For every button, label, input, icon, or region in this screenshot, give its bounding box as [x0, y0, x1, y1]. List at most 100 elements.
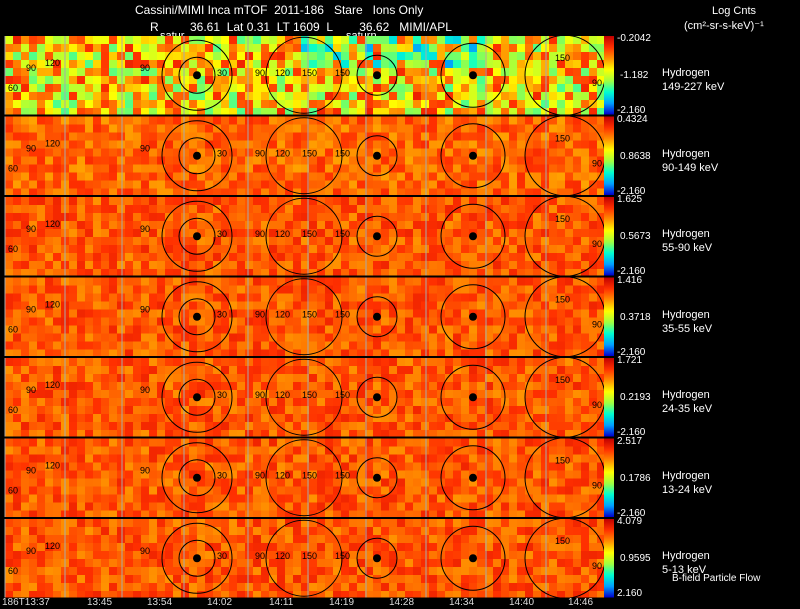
heatmap-cell — [5, 527, 13, 535]
heatmap-cell — [533, 309, 541, 318]
heatmap-cell — [197, 229, 205, 237]
heatmap-cell — [301, 44, 309, 52]
heatmap-cell — [469, 205, 477, 213]
heatmap-cell — [589, 527, 597, 535]
heatmap-cell — [133, 116, 141, 125]
heatmap-cell — [333, 60, 341, 68]
heatmap-cell — [365, 309, 373, 318]
heatmap-cell — [141, 430, 149, 437]
heatmap-cell — [469, 349, 477, 356]
heatmap-cell — [341, 213, 349, 221]
heatmap-cell — [397, 237, 405, 245]
heatmap-cell — [429, 486, 437, 495]
heatmap-cell — [253, 116, 261, 125]
heatmap-cell — [293, 68, 301, 76]
heatmap-cell — [93, 494, 101, 503]
heatmap-cell — [333, 269, 341, 276]
heatmap-cell — [165, 277, 173, 286]
heatmap-cell — [573, 494, 581, 503]
heatmap-cell — [221, 510, 229, 517]
heatmap-cell — [525, 430, 533, 437]
heatmap-cell — [85, 76, 93, 84]
heatmap-cell — [157, 422, 165, 430]
heatmap-cell — [357, 470, 365, 479]
heatmap-cell — [245, 44, 253, 52]
heatmap-cell — [197, 221, 205, 229]
heatmap-cell — [173, 470, 181, 479]
heatmap-cell — [189, 341, 197, 350]
heatmap-cell — [21, 366, 29, 374]
heatmap-cell — [381, 140, 389, 149]
heatmap-cell — [517, 245, 525, 253]
heatmap-cell — [285, 188, 293, 195]
heatmap-cell — [293, 543, 301, 551]
heatmap-cell — [549, 197, 557, 205]
heatmap-cell — [381, 164, 389, 173]
heatmap-cell — [357, 510, 365, 517]
heatmap-cell — [317, 478, 325, 487]
heatmap-cell — [253, 422, 261, 430]
heatmap-cell — [341, 84, 349, 92]
heatmap-cell — [357, 559, 365, 567]
heatmap-cell — [549, 277, 557, 286]
heatmap-cell — [573, 92, 581, 100]
heatmap-cell — [261, 253, 269, 261]
heatmap-cell — [277, 36, 285, 44]
heatmap-cell — [173, 446, 181, 455]
heatmap-cell — [557, 406, 565, 414]
heatmap-cell — [293, 108, 301, 115]
heatmap-cell — [229, 213, 237, 221]
heatmap-cell — [181, 519, 189, 527]
heatmap-cell — [437, 245, 445, 253]
heatmap-cell — [365, 221, 373, 229]
heatmap-cell — [485, 180, 493, 189]
heatmap-cell — [445, 366, 453, 374]
heatmap-cell — [429, 60, 437, 68]
heatmap-cell — [301, 156, 309, 165]
heatmap-cell — [349, 301, 357, 310]
heatmap-cell — [277, 438, 285, 447]
heatmap-cell — [141, 374, 149, 382]
heatmap-cell — [397, 374, 405, 382]
heatmap-cell — [229, 229, 237, 237]
heatmap-cell — [229, 293, 237, 302]
heatmap-cell — [437, 414, 445, 422]
heatmap-cell — [325, 510, 333, 517]
heatmap-cell — [205, 60, 213, 68]
heatmap-cell — [141, 52, 149, 60]
heatmap-cell — [557, 317, 565, 326]
heatmap-cell — [253, 124, 261, 133]
heatmap-cell — [293, 325, 301, 334]
heatmap-cell — [341, 309, 349, 318]
heatmap-cell — [341, 92, 349, 100]
heatmap-cell — [45, 84, 53, 92]
heatmap-cell — [285, 84, 293, 92]
heatmap-cell — [205, 156, 213, 165]
heatmap-cell — [317, 52, 325, 60]
heatmap-cell — [261, 390, 269, 398]
heatmap-cell — [301, 535, 309, 543]
heatmap-cell — [597, 277, 605, 286]
heatmap-cell — [165, 132, 173, 141]
heatmap-cell — [389, 366, 397, 374]
heatmap-cell — [69, 132, 77, 141]
heatmap-cell — [525, 478, 533, 487]
heatmap-cell — [469, 519, 477, 527]
heatmap-cell — [365, 92, 373, 100]
heatmap-cell — [197, 237, 205, 245]
heatmap-cell — [109, 510, 117, 517]
heatmap-cell — [109, 36, 117, 44]
heatmap-cell — [29, 551, 37, 559]
heatmap-cell — [413, 245, 421, 253]
heatmap-cell — [421, 494, 429, 503]
heatmap-cell — [365, 132, 373, 141]
heatmap-cell — [29, 293, 37, 302]
heatmap-cell — [29, 269, 37, 276]
heatmap-cell — [53, 221, 61, 229]
heatmap-cell — [293, 245, 301, 253]
heatmap-cell — [261, 374, 269, 382]
heatmap-cell — [37, 293, 45, 302]
heatmap-cell — [445, 108, 453, 115]
heatmap-cell — [525, 293, 533, 302]
heatmap-cell — [461, 229, 469, 237]
